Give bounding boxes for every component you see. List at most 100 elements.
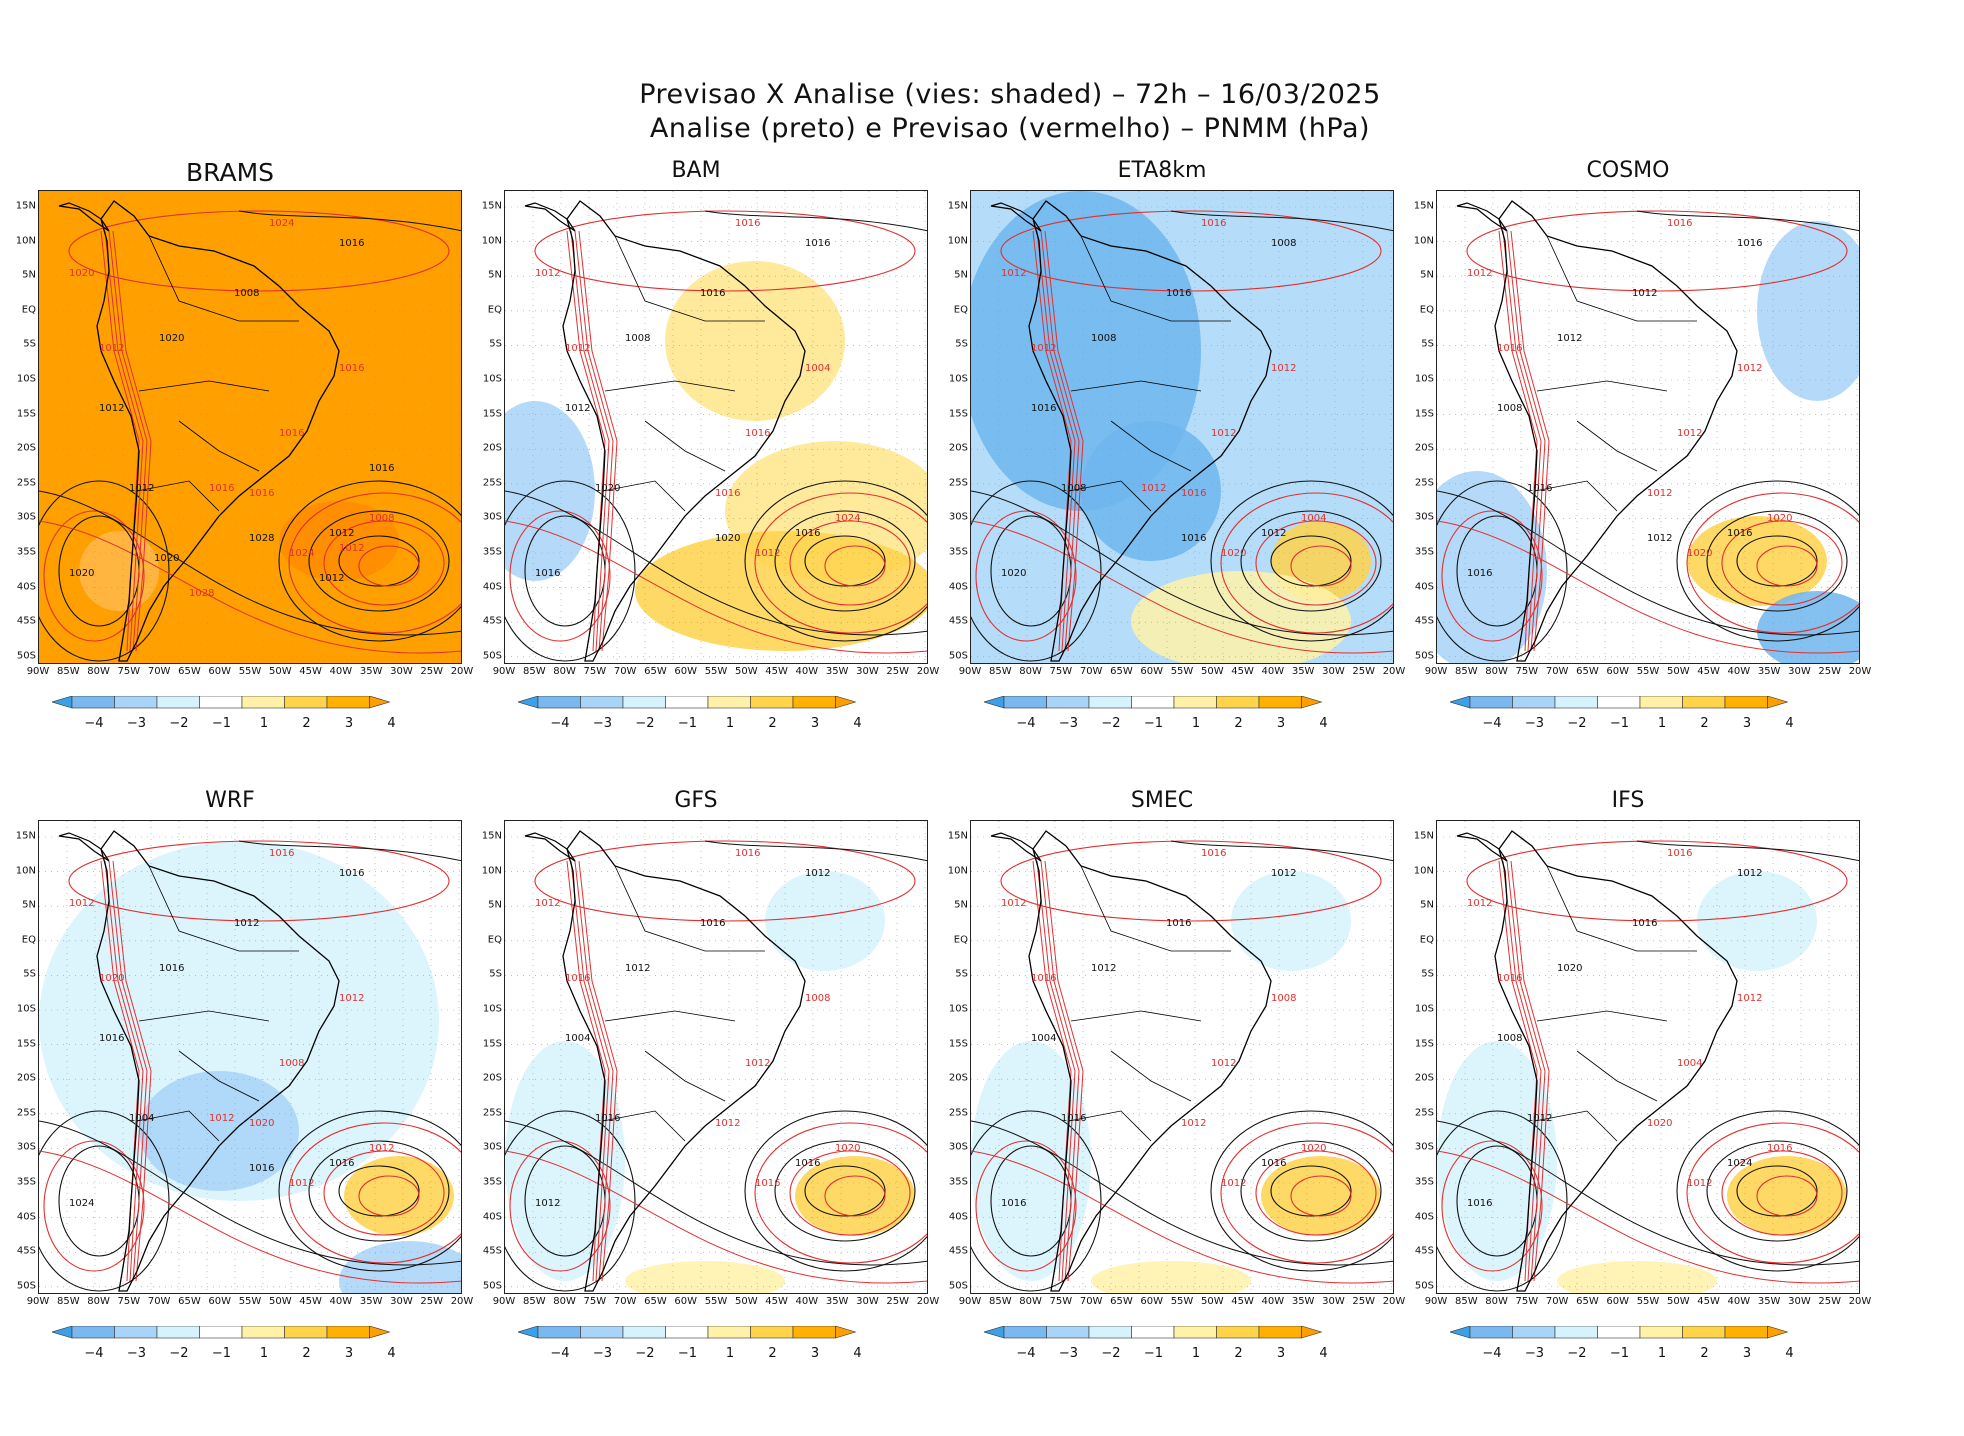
lat-tick: 5S xyxy=(489,968,502,980)
forecast-isobar-long xyxy=(39,1150,461,1284)
bias-region-2 xyxy=(1697,871,1817,971)
isobar-label: 1008 xyxy=(279,1058,304,1069)
isobar-label: 1012 xyxy=(535,268,560,279)
colorbar-label: 3 xyxy=(1742,1346,1752,1361)
colorbar-cell xyxy=(241,1326,285,1339)
bias-region-0 xyxy=(1437,1041,1557,1281)
lon-tick: 80W xyxy=(1019,666,1042,677)
lon-tick: 50W xyxy=(268,1296,292,1307)
lat-axis: 15N 10N 5N EQ 5S 10S 15S 20S 25S 30S 35S 40S 45S 50S xyxy=(1398,190,1434,664)
colorbar-label: 3 xyxy=(1742,716,1752,731)
lat-tick: 45S xyxy=(948,1245,968,1257)
lon-tick: 75W xyxy=(583,666,607,677)
isobar-label: 1012 xyxy=(1271,868,1296,879)
bias-region-1 xyxy=(1727,1156,1847,1236)
colorbar: −4 −3 −2 −1 1 2 3 4 xyxy=(52,696,472,736)
analysis-isobar-2 xyxy=(1210,480,1393,642)
andes-forecast-isobar xyxy=(578,230,618,652)
lon-tick: 80W xyxy=(1485,1296,1508,1307)
analysis-isobar-2 xyxy=(278,480,461,642)
isobars xyxy=(1437,840,1859,1292)
lon-tick: 85W xyxy=(1454,1296,1478,1307)
map-area: 1016 1016 1012 1012 1016 1012 1012 1008 1012 1016… xyxy=(1436,190,1860,664)
figure-title: Previsao X Analise (vies: shaded) – 72h … xyxy=(0,78,1964,146)
lon-tick: 70W xyxy=(1079,1296,1103,1307)
lat-tick: 5N xyxy=(22,899,36,911)
isobar-label: 1008 xyxy=(1497,1033,1522,1044)
colorbar-arrow-left xyxy=(518,696,539,709)
colorbar-label: 4 xyxy=(1319,1346,1328,1361)
colorbar-label: 1 xyxy=(259,1346,269,1361)
country-borders xyxy=(602,235,765,512)
lat-tick: 5N xyxy=(22,269,36,281)
colorbar-label: 3 xyxy=(810,1346,820,1361)
lat-tick: 35S xyxy=(948,1176,968,1188)
south-america-coastline xyxy=(562,200,806,662)
lat-tick: 45S xyxy=(1414,615,1434,627)
isobar-label: 1004 xyxy=(565,1033,590,1044)
lat-tick: 25S xyxy=(948,477,968,489)
panel-cosmo: COSMO 15N 10N 5N EQ 5S 10S 15S 20S 25S 30S 35S 40S 45… xyxy=(1398,158,1872,738)
forecast-isobar-1 xyxy=(789,1150,911,1236)
lat-tick: EQ xyxy=(953,304,968,316)
andes-forecast-isobar xyxy=(1044,230,1084,652)
map-svg: 1016 1008 1012 1016 1012 1008 1012 1016 1012 1008… xyxy=(971,191,1393,663)
lon-tick: 55W xyxy=(1636,666,1660,677)
andes-forecast-isobar xyxy=(1044,860,1084,1282)
lon-tick: 80W xyxy=(553,666,576,677)
andes-forecast-isobar xyxy=(1040,230,1080,652)
isobar-label: 1004 xyxy=(1031,1033,1056,1044)
isobar-label: 1008 xyxy=(1497,403,1522,414)
isobar-label: 1020 xyxy=(715,533,740,544)
south-america-coastline xyxy=(1028,830,1272,1292)
analysis-isobar-0 xyxy=(1270,1165,1352,1217)
colorbar-cell xyxy=(1131,696,1175,709)
lon-tick: 25W xyxy=(1818,1296,1842,1307)
isobar-label: 1016 xyxy=(1667,218,1692,229)
bias-region-2 xyxy=(505,401,595,581)
colorbar-cell xyxy=(284,696,328,709)
forecast-isobar-3 xyxy=(43,1140,145,1272)
colorbar-cell xyxy=(1597,1326,1641,1339)
isobar-label: 1020 xyxy=(595,483,620,494)
isobar-label: 1008 xyxy=(1091,333,1116,344)
panel-brams: BRAMS 15N 10N 5N EQ 5S 10S 15S 20S 25S 30S 35S 40S 45… xyxy=(0,158,474,738)
lon-tick: 60W xyxy=(1606,1296,1630,1307)
forecast-isobar-3 xyxy=(509,510,611,642)
forecast-isobar-3 xyxy=(509,1140,611,1272)
colorbar: −4 −3 −2 −1 1 2 3 4 xyxy=(1450,1326,1870,1366)
bias-region-0 xyxy=(39,841,439,1201)
lat-tick: 5S xyxy=(1421,968,1434,980)
isobar-label: 1016 xyxy=(1527,483,1552,494)
lon-axis: 90W 85W 80W 75W 70W 65W 60W 55W 50W 45W 40W 35W 30W 2… xyxy=(1425,1296,1872,1312)
forecast-isobar-long xyxy=(1437,1150,1859,1284)
lon-tick: 60W xyxy=(208,1296,232,1307)
forecast-isobar-0 xyxy=(358,1175,420,1217)
panel-wrf: WRF 15N 10N 5N EQ 5S 10S 15S 20S 25S 30S 35S 40S 45S 5… xyxy=(0,788,474,1368)
isobar-label: 1020 xyxy=(99,973,124,984)
lon-tick: 60W xyxy=(208,666,232,677)
colorbar-cell xyxy=(1173,696,1217,709)
isobar-label: 1016 xyxy=(1767,1143,1792,1154)
lon-axis: 90W 85W 80W 75W 70W 65W 60W 55W 50W 45W 40W 35W 30W 2… xyxy=(27,666,474,682)
lon-tick: 20W xyxy=(450,1296,474,1307)
analysis-isobar-north xyxy=(1170,840,1393,862)
colorbar-label: 4 xyxy=(853,716,862,731)
isobar-label: 1020 xyxy=(1687,548,1712,559)
isobar-label: 1016 xyxy=(805,238,830,249)
lat-tick: 25S xyxy=(16,1107,36,1119)
isobar-label: 1016 xyxy=(1497,343,1522,354)
colorbar-label: 2 xyxy=(768,1346,777,1361)
lon-tick: 25W xyxy=(1352,1296,1376,1307)
analysis-isobar-0 xyxy=(1736,1165,1818,1217)
forecast-isobar-2 xyxy=(1220,492,1393,634)
colorbar-cell xyxy=(1554,696,1598,709)
lon-tick: 65W xyxy=(178,1296,201,1307)
isobar-label: 1012 xyxy=(745,1058,770,1069)
analysis-isobar-1 xyxy=(1706,510,1848,612)
map-area: 1016 1016 1012 1012 1020 1016 1012 1016 1008 1004… xyxy=(38,820,462,1294)
colorbar: −4 −3 −2 −1 1 2 3 4 xyxy=(518,696,938,736)
lon-tick: 30W xyxy=(856,666,879,677)
bias-region-1 xyxy=(1261,1156,1381,1236)
colorbar-label: 4 xyxy=(1319,716,1328,731)
